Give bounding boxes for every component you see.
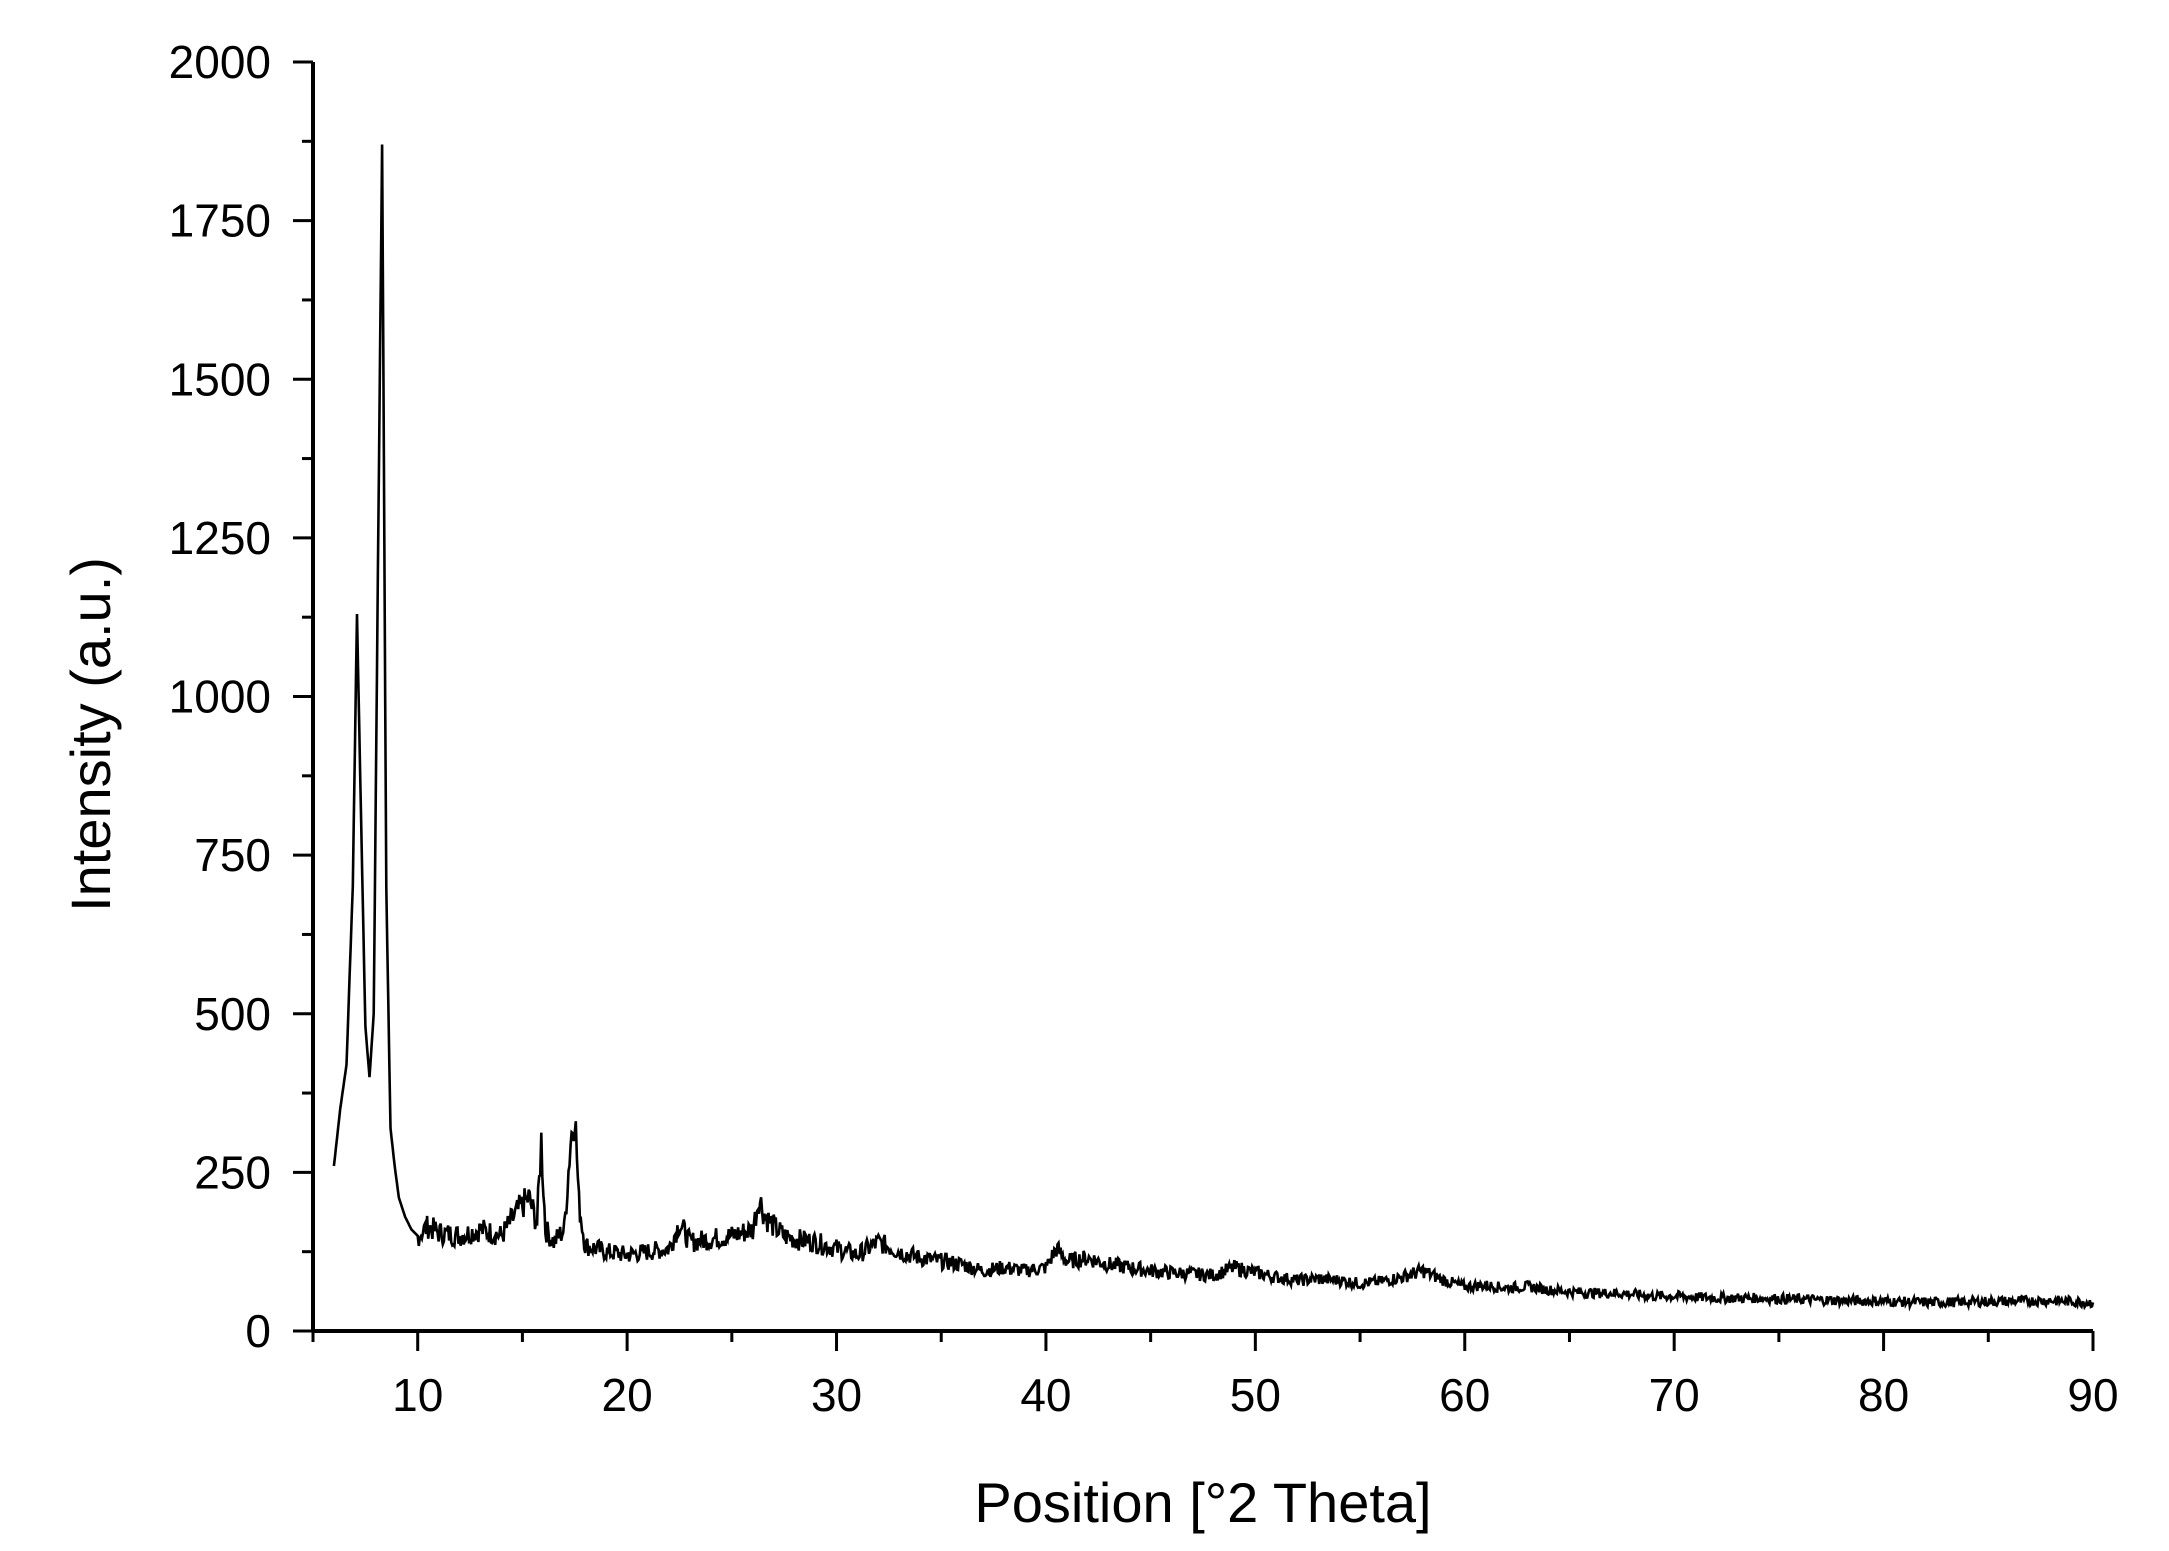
series-line-0 — [332, 144, 2095, 1312]
y-tick-label-750: 750 — [194, 829, 271, 881]
axes — [311, 62, 2093, 1333]
x-tick-label-50: 50 — [1230, 1369, 1281, 1421]
x-tick-label-70: 70 — [1649, 1369, 1700, 1421]
tick-labels: 10 20 30 40 50 60 70 80 90 0 250 500 750 1000 1250 1500… — [169, 36, 2119, 1421]
ticks — [293, 60, 2095, 1351]
y-tick-label-1250: 1250 — [169, 512, 271, 564]
x-tick-label-60: 60 — [1439, 1369, 1490, 1421]
y-tick-label-250: 250 — [194, 1146, 271, 1198]
x-tick-label-20: 20 — [602, 1369, 653, 1421]
x-tick-label-80: 80 — [1858, 1369, 1909, 1421]
y-tick-label-1500: 1500 — [169, 353, 271, 405]
y-tick-label-500: 500 — [194, 988, 271, 1040]
x-tick-label-10: 10 — [392, 1369, 443, 1421]
x-tick-label-90: 90 — [2067, 1369, 2118, 1421]
series-layer — [332, 144, 2095, 1312]
x-tick-label-30: 30 — [811, 1369, 862, 1421]
y-tick-label-1000: 1000 — [169, 671, 271, 723]
x-axis-title: Position [°2 Theta] — [974, 1471, 1431, 1534]
y-tick-label-2000: 2000 — [169, 36, 271, 88]
y-axis-title: Intensity (a.u.) — [59, 557, 122, 912]
y-tick-label-1750: 1750 — [169, 195, 271, 247]
x-tick-label-40: 40 — [1020, 1369, 1071, 1421]
y-tick-label-0: 0 — [245, 1305, 271, 1357]
